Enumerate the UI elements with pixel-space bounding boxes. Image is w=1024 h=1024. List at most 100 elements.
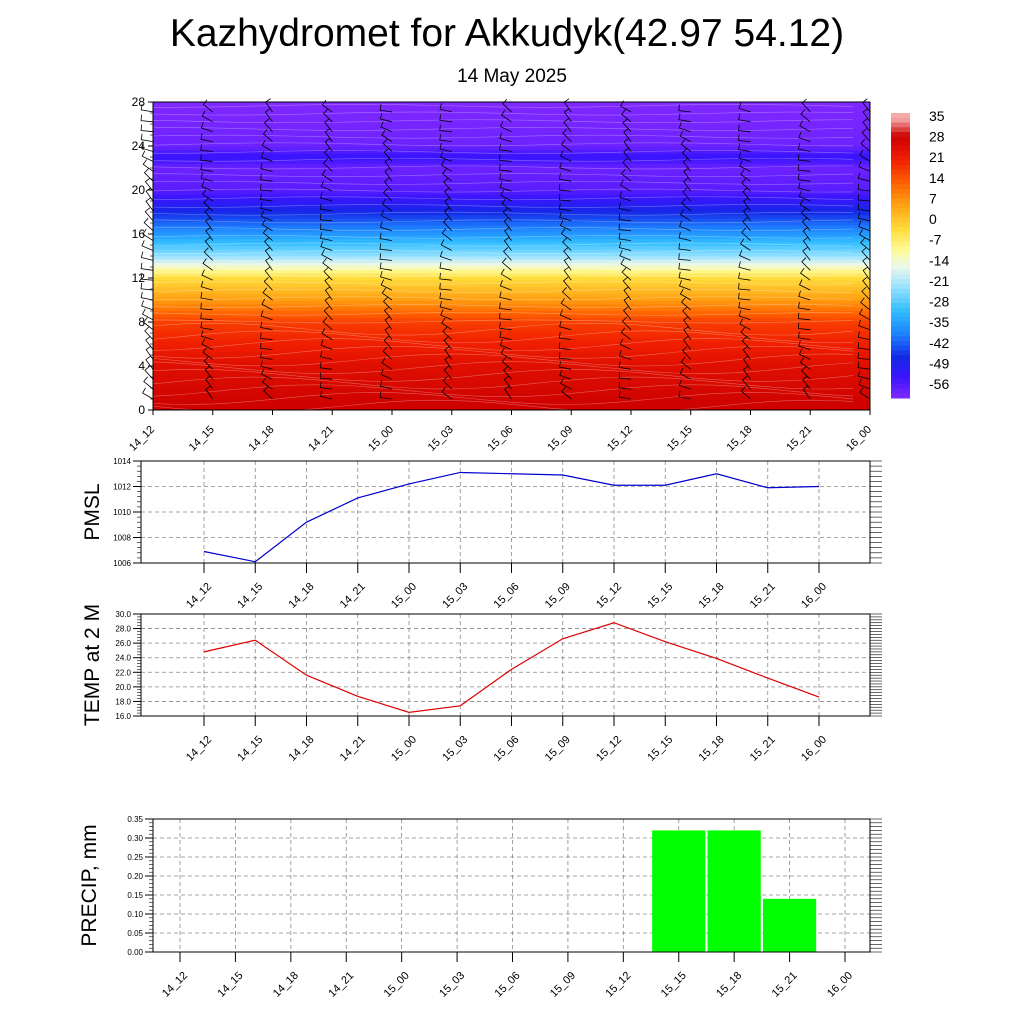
wind-barb <box>320 390 333 400</box>
wind-barb <box>200 133 213 142</box>
wind-barb <box>862 118 871 132</box>
wind-barb <box>503 236 512 251</box>
contour-line <box>152 250 854 254</box>
colorbar: 35 28 21 14 7 0 -7 -14 -21 -28 -35 -42 -49 -56 <box>891 108 949 399</box>
wind-barb <box>682 336 692 350</box>
x-tick-label: 15_09 <box>543 734 573 764</box>
wind-barb <box>504 227 512 241</box>
wind-barb <box>439 134 452 142</box>
wind-barb <box>440 159 452 172</box>
wind-barb <box>741 178 751 192</box>
wind-barb <box>623 128 632 142</box>
wind-barb <box>140 124 154 133</box>
wind-barb <box>802 375 811 390</box>
temperature-band <box>153 330 870 336</box>
contour-line <box>152 311 854 316</box>
wind-barb <box>500 347 512 360</box>
wind-barb <box>559 219 572 232</box>
x-tick-label: 16_00 <box>825 970 855 1000</box>
wind-barb <box>204 207 214 222</box>
wind-barb <box>742 345 751 360</box>
wind-barb <box>798 348 811 360</box>
wind-barb <box>140 114 154 123</box>
colorbar-swatch <box>891 312 910 318</box>
temperature-band <box>153 348 870 353</box>
wind-barb <box>623 296 632 311</box>
colorbar-swatch <box>891 132 910 138</box>
wind-barb <box>558 361 572 370</box>
wind-barb <box>381 287 393 301</box>
temperature-band <box>153 207 870 212</box>
wind-barb <box>382 188 393 202</box>
colorbar-label: 7 <box>929 190 937 206</box>
precip-bar <box>707 830 761 952</box>
wind-barb <box>561 287 572 301</box>
series-line <box>203 471 820 563</box>
wind-barb <box>862 276 871 291</box>
wind-barb <box>140 251 154 261</box>
wind-barb <box>797 164 811 172</box>
temperature-band <box>153 221 870 226</box>
colorbar-label: -35 <box>929 314 949 330</box>
y-tick-label: 28.0 <box>115 625 131 634</box>
colorbar-swatch <box>891 241 910 247</box>
x-tick-label: 15_03 <box>440 734 470 764</box>
contour-line <box>152 234 854 239</box>
y-tick-label: 1006 <box>113 559 131 568</box>
wind-barb <box>200 122 213 133</box>
wind-barb <box>202 99 213 113</box>
wind-barb <box>260 351 273 360</box>
wind-barb <box>562 128 572 142</box>
x-tick-label: 15_03 <box>440 581 470 611</box>
x-tick-label: 14_18 <box>271 970 301 1000</box>
wind-barb <box>683 167 692 182</box>
colorbar-swatch <box>891 345 910 351</box>
wind-barb <box>200 154 213 162</box>
wind-barb <box>621 267 632 281</box>
wind-barb <box>499 302 512 311</box>
wind-barb <box>681 148 692 162</box>
x-tick-label: 15_06 <box>492 581 522 611</box>
wind-barb <box>618 241 632 251</box>
wind-barb <box>558 331 572 340</box>
wind-barb <box>499 121 512 133</box>
pmsl-panel: 1006 1008 1010 1012 1014 14_12 14_15 14_18 14_21… <box>81 457 882 611</box>
wind-barb <box>619 350 632 360</box>
wind-barb <box>622 306 632 321</box>
wind-barb <box>618 202 632 212</box>
contour-line <box>152 392 854 405</box>
wind-barb <box>800 268 811 281</box>
wind-barb <box>683 177 692 192</box>
wind-barb <box>740 327 751 340</box>
x-tick-label: 14_21 <box>338 581 368 611</box>
wind-barb <box>442 376 453 390</box>
y-tick-label: 18.0 <box>115 697 131 706</box>
wind-barb <box>323 148 333 162</box>
wind-barb <box>260 360 273 370</box>
wind-barb <box>501 257 512 271</box>
wind-barb <box>622 158 632 172</box>
y-tick-label: 0.15 <box>127 891 143 900</box>
temperature-band <box>153 392 870 397</box>
wind-barb <box>444 345 453 360</box>
x-tick-label: 15_15 <box>645 734 675 764</box>
y-tick-label: 20 <box>132 183 146 197</box>
wind-barb <box>798 340 811 350</box>
contour-line <box>152 181 854 185</box>
wind-barb <box>678 231 691 241</box>
wind-barb <box>205 385 214 400</box>
wind-barb <box>623 137 632 152</box>
wind-barb <box>857 212 871 222</box>
wind-barb <box>742 365 751 380</box>
contour-line <box>152 219 854 224</box>
temperature-band <box>153 214 870 219</box>
colorbar-swatch <box>891 227 910 233</box>
x-tick-label: 15_18 <box>697 734 727 764</box>
wind-barb <box>741 375 751 390</box>
temperature-band <box>153 317 870 322</box>
wind-barb <box>319 381 333 390</box>
wind-barb <box>860 297 871 311</box>
wind-barb <box>439 283 452 291</box>
wind-barb <box>738 261 751 271</box>
wind-barb <box>202 347 213 360</box>
